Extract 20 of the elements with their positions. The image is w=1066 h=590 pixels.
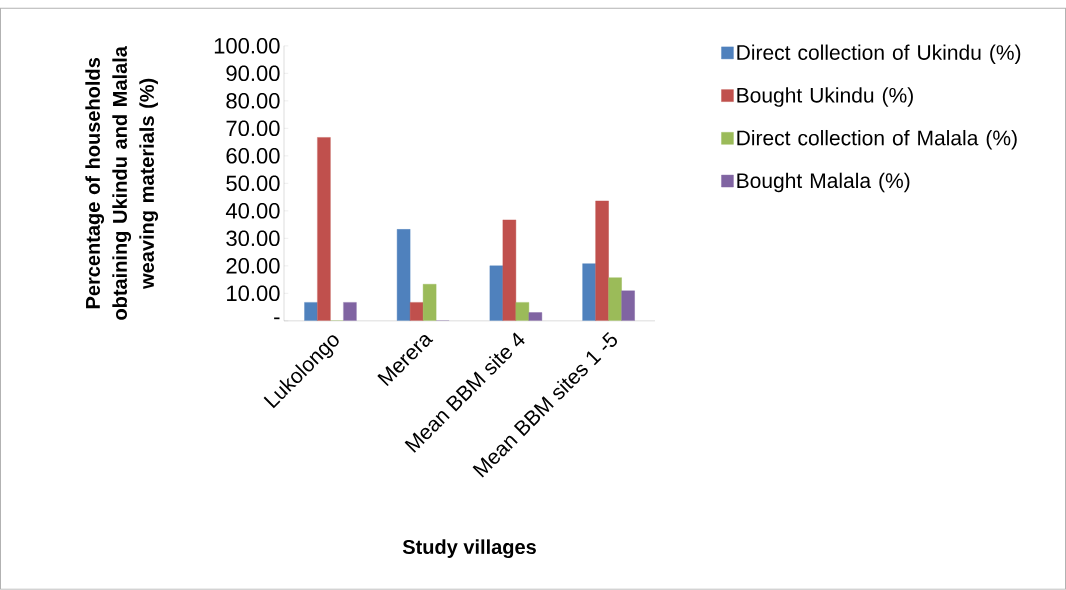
y-tick-label: 30.00 bbox=[226, 230, 280, 247]
y-tick-label: - bbox=[274, 317, 280, 320]
legend-label: Direct collection of Ukindu (%) bbox=[737, 44, 1021, 65]
y-tick-label: 20.00 bbox=[226, 258, 280, 274]
y-axis-title: Percentage of households obtaining Ukindu and Malala weaving materials (%) bbox=[85, 46, 159, 320]
y-tick-label: 90.00 bbox=[226, 65, 280, 82]
legend-label: Direct collection of Malala (%) bbox=[737, 130, 1017, 150]
y-tick-label: 100.00 bbox=[214, 38, 280, 54]
legend-label: Bought Ukindu (%) bbox=[737, 87, 913, 107]
y-tick-label: 10.00 bbox=[227, 285, 280, 302]
legend-label: Bought Malala (%) bbox=[737, 172, 910, 193]
y-tick-label: 80.00 bbox=[226, 93, 280, 109]
y-tick-label: 50.00 bbox=[226, 175, 280, 192]
x-axis-title: Study villages bbox=[402, 539, 536, 559]
y-tick-label: 60.00 bbox=[226, 148, 280, 164]
y-tick-label: 70.00 bbox=[226, 120, 280, 137]
bar bbox=[489, 265, 504, 321]
bar bbox=[582, 263, 596, 321]
bar bbox=[396, 229, 411, 321]
y-tick-label: 40.00 bbox=[225, 203, 280, 219]
